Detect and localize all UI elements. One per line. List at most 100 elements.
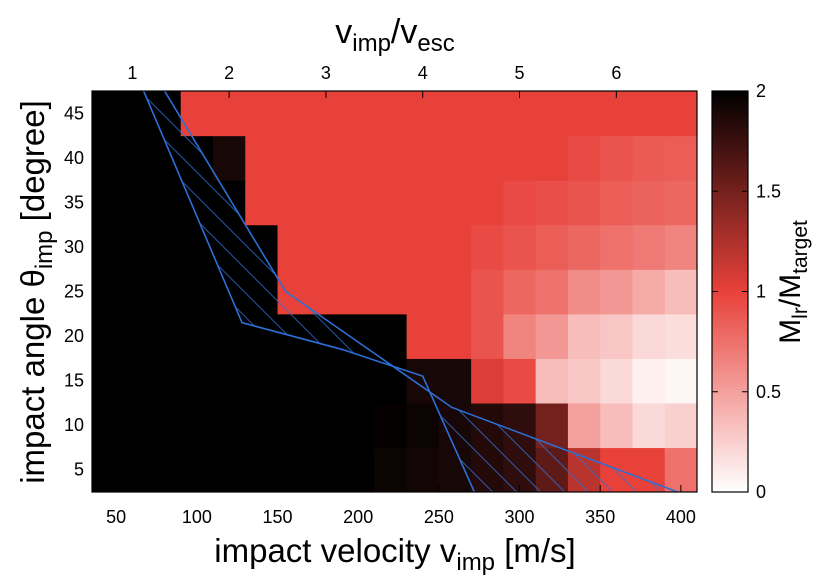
heatmap-cell: [438, 224, 472, 270]
heatmap-cell: [342, 402, 375, 449]
heatmap-cell: [406, 180, 440, 226]
heatmap-cell: [535, 313, 569, 359]
heatmap-cell: [309, 180, 343, 226]
top-tick-label: 5: [515, 63, 525, 83]
heatmap-cell: [374, 313, 408, 359]
heatmap-cell: [600, 358, 634, 404]
x-axis-label: impact velocity vimp [m/s]: [214, 532, 575, 576]
heatmap-cell: [600, 269, 634, 315]
heatmap-cell: [632, 91, 666, 137]
heatmap-cell: [309, 402, 343, 449]
y-tick-label: 25: [64, 282, 84, 302]
heatmap-cell: [277, 91, 311, 137]
heatmap-cell: [213, 135, 246, 181]
heatmap-cell: [471, 135, 504, 181]
heatmap-cell: [406, 402, 440, 449]
heatmap-cell: [535, 135, 569, 181]
hatch-inner-boundary: [142, 91, 476, 492]
heatmap-cell: [503, 180, 537, 226]
heatmap-cell: [245, 180, 279, 226]
heatmap-cell: [632, 180, 666, 226]
y-tick-label: 40: [64, 148, 84, 168]
heatmap-cell: [277, 135, 311, 181]
heatmap-cell: [116, 91, 150, 137]
heatmap-cell: [342, 91, 375, 137]
heatmap-cell: [342, 358, 375, 404]
top-axis-label: vimp/vesc: [335, 13, 454, 57]
heatmap-cell: [471, 269, 504, 315]
heatmap-cell: [116, 447, 150, 492]
heatmap-cell: [567, 135, 601, 181]
colorbar-label: Mlr/Mtarget: [774, 220, 812, 344]
heatmap-cell: [180, 313, 214, 359]
heatmap-cell: [148, 224, 182, 270]
heatmap-cell: [180, 402, 214, 449]
heatmap-cell: [92, 180, 117, 226]
heatmap-cell: [148, 269, 182, 315]
heatmap-cell: [277, 402, 311, 449]
heatmap-cell: [180, 269, 214, 315]
heatmap-cell: [213, 358, 246, 404]
heatmap-cell: [664, 402, 697, 449]
heatmap-cell: [342, 135, 375, 181]
heatmap-cell: [245, 135, 279, 181]
heatmap-cell: [406, 135, 440, 181]
y-axis-ticks: 5 10 15 20 25 30 35 40 45: [64, 103, 99, 480]
top-tick-label: 3: [321, 63, 331, 83]
heatmap-cell: [567, 358, 601, 404]
heatmap-cell: [600, 402, 634, 449]
heatmap-cell: [374, 91, 408, 137]
heatmap-cell: [374, 135, 408, 181]
heatmap-cell: [632, 313, 666, 359]
heatmap-cell: [600, 180, 634, 226]
x-tick-label: 50: [106, 507, 126, 527]
heatmap-cell: [503, 91, 537, 137]
heatmap-cell: [503, 269, 537, 315]
heatmap-cell: [503, 358, 537, 404]
heatmap-cell: [92, 91, 117, 137]
y-tick-label: 5: [74, 460, 84, 480]
heatmap-cell: [567, 402, 601, 449]
heatmap-cell: [632, 135, 666, 181]
heatmap-cell: [471, 180, 504, 226]
heatmap-cell: [567, 91, 601, 137]
heatmap-cell: [277, 358, 311, 404]
heatmap-cell: [148, 180, 182, 226]
heatmap-cell: [406, 91, 440, 137]
y-axis-label: impact angle θimp [degree]: [14, 100, 58, 484]
heatmap-cell: [309, 91, 343, 137]
heatmap-cell: [180, 358, 214, 404]
heatmap-cell: [664, 135, 697, 181]
heatmap-cell: [600, 135, 634, 181]
heatmap-cell: [92, 269, 117, 315]
heatmap-cell: [567, 269, 601, 315]
heatmap-cell: [116, 402, 150, 449]
hatched-transition-region: [142, 91, 678, 492]
x-tick-label: 300: [505, 507, 535, 527]
heatmap-cell: [342, 180, 375, 226]
colorbar-tick-label: 0: [756, 482, 766, 502]
heatmap-cell: [567, 224, 601, 270]
heatmap-cell: [664, 269, 697, 315]
heatmap-cell: [471, 224, 504, 270]
y-tick-label: 45: [64, 103, 84, 123]
heatmap-cell: [567, 180, 601, 226]
heatmap-cell: [92, 402, 117, 449]
heatmap-cell: [438, 180, 472, 226]
colorbar-ticks: 0 0.5 1 1.5 2: [712, 81, 781, 502]
heatmap-cell: [309, 269, 343, 315]
top-tick-label: 2: [224, 63, 234, 83]
heatmap-cell: [664, 180, 697, 226]
heatmap-cell: [92, 313, 117, 359]
heatmap-cell: [116, 224, 150, 270]
heatmap-cell: [148, 447, 182, 492]
colorbar-tick-label: 2: [756, 81, 766, 101]
heatmap-cell: [374, 402, 408, 449]
colorbar-tick-label: 1: [756, 282, 766, 302]
top-tick-label: 6: [611, 63, 621, 83]
heatmap-cell: [632, 269, 666, 315]
top-axis-ticks: 1 2 3 4 5 6: [127, 63, 621, 98]
heatmap-cell: [116, 358, 150, 404]
heatmap-cell: [664, 358, 697, 404]
